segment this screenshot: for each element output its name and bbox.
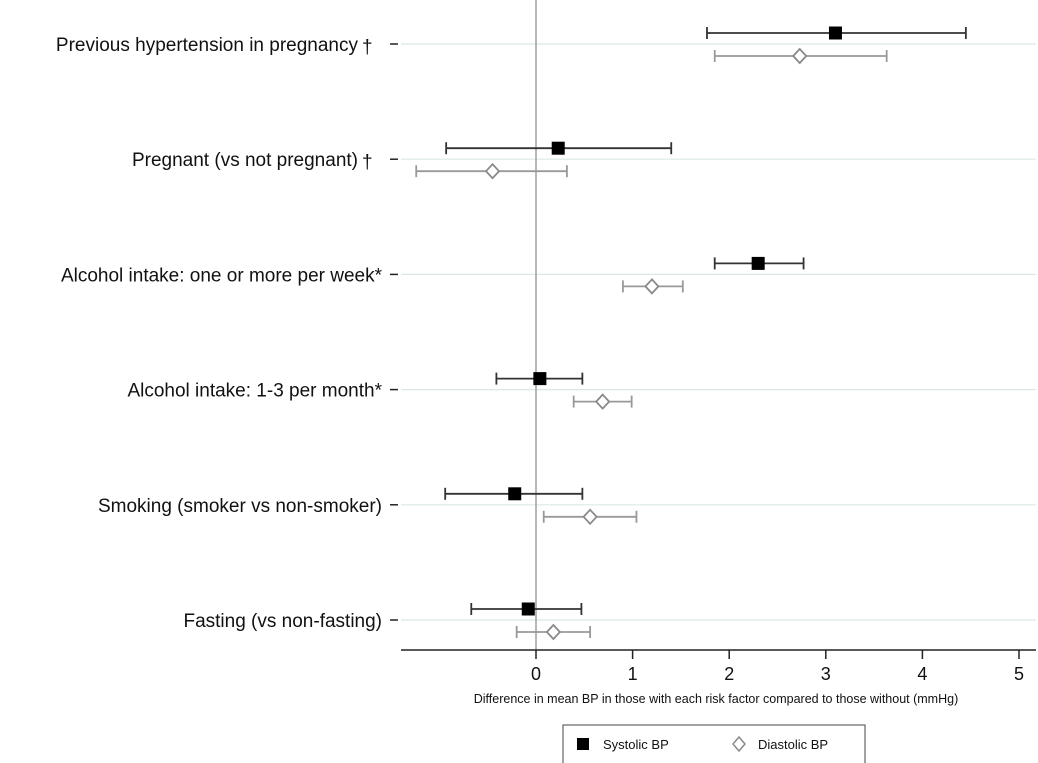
legend: Systolic BP Diastolic BP bbox=[562, 724, 866, 763]
x-axis: 0 1 2 3 4 5 bbox=[401, 649, 1036, 684]
legend-box bbox=[562, 724, 866, 763]
series-marks bbox=[415, 26, 967, 641]
x-tick-label: 2 bbox=[724, 664, 734, 684]
category-label: Alcohol intake: 1-3 per month* bbox=[127, 381, 382, 402]
x-tick-label: 5 bbox=[1014, 664, 1024, 684]
x-tick-label: 0 bbox=[531, 664, 541, 684]
x-tick-label: 4 bbox=[917, 664, 927, 684]
category-label: Alcohol intake: one or more per week* bbox=[61, 265, 383, 286]
point-estimate-diamond bbox=[545, 623, 562, 641]
legend-diastolic-label: Diastolic BP bbox=[758, 737, 828, 752]
point-estimate-square bbox=[551, 141, 565, 155]
point-estimate-diamond bbox=[791, 47, 808, 65]
category-label: Previous hypertension in pregnancy bbox=[56, 35, 359, 56]
x-tick-label: 3 bbox=[821, 664, 831, 684]
category-label: Fasting (vs non-fasting) bbox=[183, 611, 382, 632]
legend-systolic-label: Systolic BP bbox=[603, 737, 669, 752]
point-estimate-diamond bbox=[582, 508, 598, 526]
point-estimate-square bbox=[828, 26, 842, 40]
category-label: Smoking (smoker vs non-smoker) bbox=[98, 496, 382, 517]
point-estimate-square bbox=[751, 256, 765, 270]
series-diastolic bbox=[415, 47, 888, 641]
legend-diastolic-marker bbox=[732, 735, 746, 753]
legend-systolic-marker bbox=[577, 738, 589, 750]
point-estimate-square bbox=[533, 372, 547, 386]
dagger-marker: † bbox=[362, 152, 373, 173]
point-estimate-diamond bbox=[484, 162, 501, 180]
gridlines bbox=[401, 43, 1036, 621]
point-estimate-diamond bbox=[594, 393, 611, 410]
point-estimate-square bbox=[508, 487, 522, 501]
x-tick-label: 1 bbox=[628, 664, 638, 684]
category-label: Pregnant (vs not pregnant) bbox=[132, 150, 358, 171]
category-labels: Previous hypertension in pregnancy †Pregn… bbox=[56, 35, 398, 632]
point-estimate-diamond bbox=[644, 278, 660, 295]
series-systolic bbox=[444, 26, 967, 616]
point-estimate-square bbox=[521, 602, 535, 616]
dagger-marker: † bbox=[362, 37, 373, 58]
x-axis-label: Difference in mean BP in those with each… bbox=[474, 692, 958, 706]
